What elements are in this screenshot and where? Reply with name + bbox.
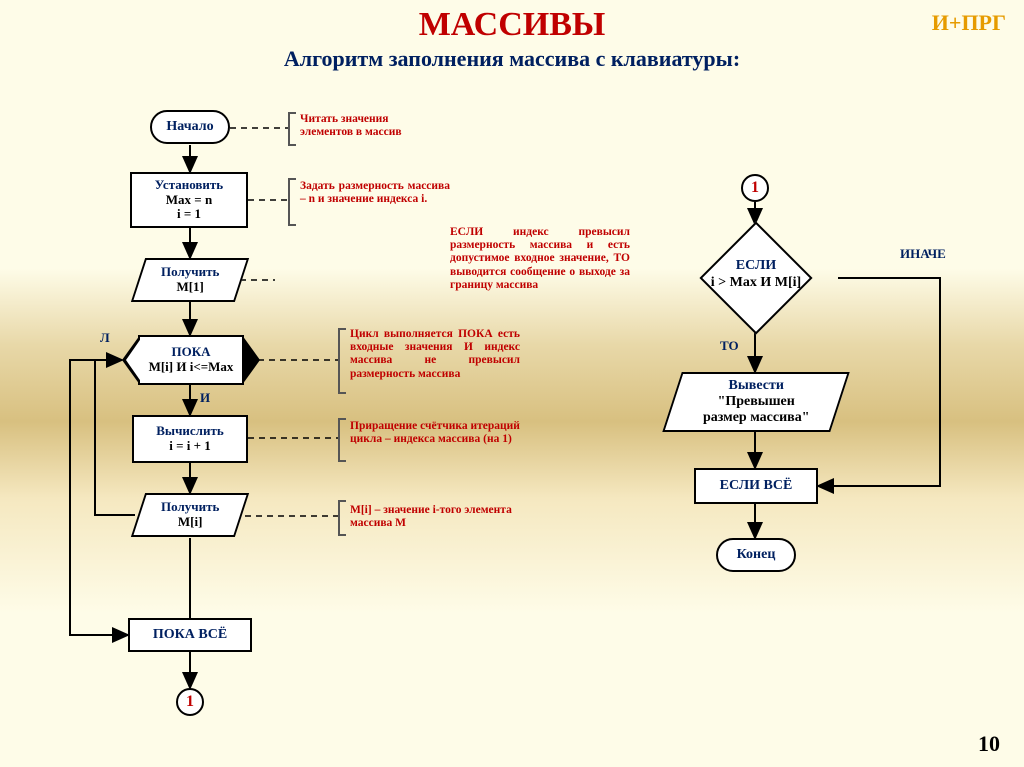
- annot-start: Читать значения элементов в массив: [300, 113, 440, 139]
- label-true: И: [200, 390, 210, 406]
- label-false: Л: [100, 330, 110, 346]
- bracket-read-i: [338, 500, 346, 536]
- page-number: 10: [978, 731, 1000, 757]
- node-start: Начало: [150, 110, 230, 144]
- node-read-first-l1: Получить: [161, 264, 219, 279]
- annot-if: ЕСЛИ индекс превысил размерность массива…: [450, 226, 630, 292]
- node-read-i-l2: M[i]: [178, 514, 203, 529]
- label-else: ИНАЧЕ: [900, 246, 946, 262]
- node-end: Конец: [716, 538, 796, 572]
- corner-tag: И+ПРГ: [932, 10, 1006, 36]
- node-if-l1: ЕСЛИ: [736, 258, 776, 273]
- node-output-l3: размер массива": [703, 410, 810, 425]
- node-output: Вывести "Превышен размер массива": [662, 372, 849, 432]
- connector-in: 1: [741, 174, 769, 202]
- label-then: ТО: [720, 338, 739, 354]
- annot-init: Задать размерность массива – n и значени…: [300, 180, 450, 206]
- annot-inc: Приращение счётчика итераций цикла – инд…: [350, 420, 520, 446]
- annot-while: Цикл выполняется ПОКА есть входные значе…: [350, 328, 520, 381]
- node-output-l2: "Превышен: [717, 394, 794, 409]
- node-while: ПОКА M[i] И i<=Max: [138, 335, 244, 385]
- node-inc-l1: Вычислить: [156, 424, 223, 439]
- bracket-while: [338, 328, 346, 394]
- node-while-l1: ПОКА: [171, 344, 210, 359]
- bracket-start: [288, 112, 296, 146]
- annot-read-i: M[i] – значение i-того элемента массива …: [350, 504, 520, 530]
- node-read-i-l1: Получить: [161, 499, 219, 514]
- node-while-l2: M[i] И i<=Max: [149, 359, 234, 374]
- node-if-l2: i > Max И M[i]: [711, 275, 801, 290]
- node-read-first-l2: M[1]: [176, 279, 203, 294]
- connector-out: 1: [176, 688, 204, 716]
- node-endif: ЕСЛИ ВСЁ: [694, 468, 818, 504]
- node-read-first: Получить M[1]: [131, 258, 249, 302]
- node-init: Установить Max = n i = 1: [130, 172, 248, 228]
- node-inc: Вычислить i = i + 1: [132, 415, 248, 463]
- bracket-inc: [338, 418, 346, 462]
- node-if: ЕСЛИ i > Max И M[i]: [668, 258, 844, 292]
- node-init-l2: Max = n: [166, 193, 212, 208]
- node-output-l1: Вывести: [728, 378, 783, 393]
- node-endif-text: ЕСЛИ ВСЁ: [720, 478, 793, 494]
- page-subtitle: Алгоритм заполнения массива с клавиатуры…: [0, 46, 1024, 72]
- node-init-l1: Установить: [155, 178, 223, 193]
- bracket-init: [288, 178, 296, 226]
- node-endwhile: ПОКА ВСЁ: [128, 618, 252, 652]
- node-read-i: Получить M[i]: [131, 493, 249, 537]
- node-endwhile-text: ПОКА ВСЁ: [153, 627, 227, 643]
- page-title: МАССИВЫ: [0, 6, 1024, 44]
- node-inc-l2: i = i + 1: [169, 439, 211, 454]
- node-init-l3: i = 1: [177, 207, 201, 222]
